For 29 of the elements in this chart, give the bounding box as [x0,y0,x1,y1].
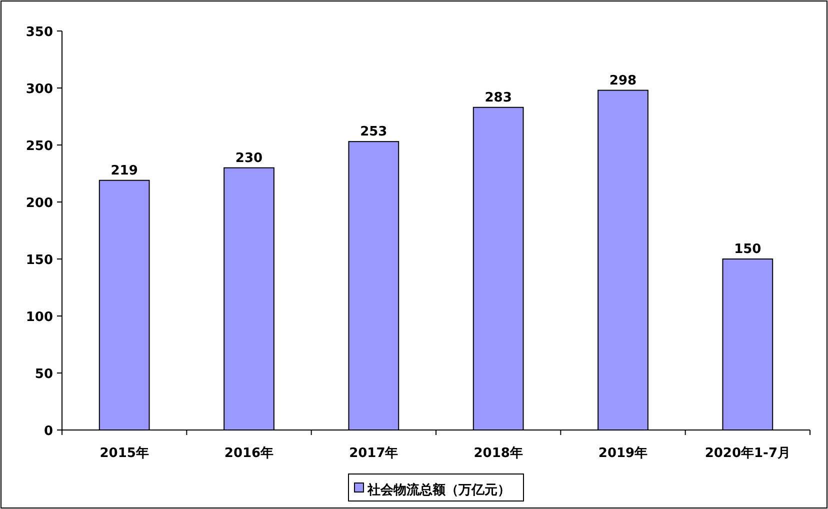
data-label: 283 [484,90,512,106]
x-tick-label: 2018年 [474,446,523,461]
y-tick-label: 150 [26,253,53,268]
y-tick-label: 100 [26,310,53,325]
y-tick-label: 250 [26,139,53,154]
y-tick-label: 50 [34,367,53,382]
bar [224,167,274,430]
x-tick-label: 2020年1-7月 [704,446,791,461]
data-label: 150 [734,242,762,257]
bar [98,180,150,430]
data-label: 298 [609,73,637,88]
bar [472,106,524,430]
bar [598,90,648,430]
y-tick-label: 200 [26,196,53,211]
plot: 0 50 100 150 200 250 300 350 219 230 253 283 298 150 2015年 2016年 2017年 2018年 2019年 2020年1-7月 [26,25,810,461]
data-label: 230 [235,150,263,166]
y-tick-label: 300 [26,82,53,97]
y-tick-label: 0 [44,424,53,439]
legend-label: 社会物流总额（万亿元） [366,482,510,498]
data-label: 253 [360,124,388,140]
x-tick-label: 2017年 [349,446,398,461]
legend: 社会物流总额（万亿元） [348,474,524,502]
data-label: 219 [110,163,138,178]
bar [348,141,400,430]
x-tick-label: 2016年 [224,446,274,461]
x-tick-label: 2019年 [598,446,648,461]
y-tick-label: 350 [26,25,53,40]
x-tick-label: 2015年 [100,446,149,461]
bar [722,258,774,430]
